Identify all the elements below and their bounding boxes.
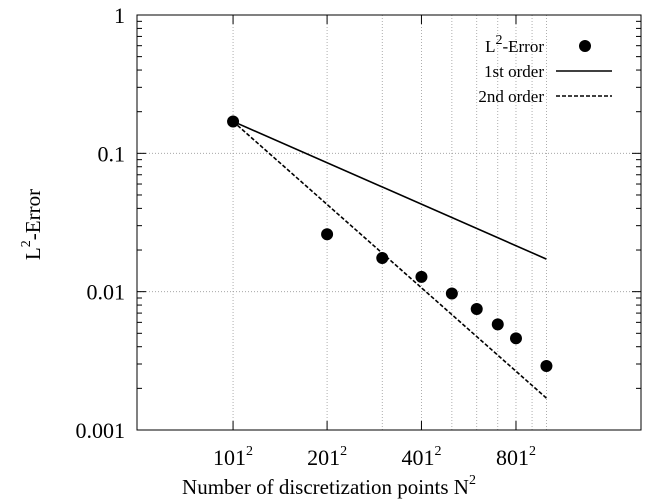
x-tick-label-sup: 2: [246, 444, 253, 459]
x-tick-label-sup: 2: [340, 444, 347, 459]
x-tick-label: 4012: [401, 444, 441, 470]
first-order-line: [232, 120, 547, 260]
data-point: [509, 332, 522, 345]
x-axis-title-sup: 2: [469, 473, 476, 488]
data-point: [491, 318, 504, 331]
y-axis-title-sup: 2: [19, 240, 34, 247]
data-point: [540, 360, 553, 373]
legend-key-l2-error-marker: [579, 40, 591, 52]
x-axis-title: Number of discretization points N2: [182, 473, 476, 499]
data-point: [445, 287, 458, 300]
y-tick-label: 1: [114, 3, 125, 28]
x-tick-label-text: 101: [213, 445, 246, 470]
x-tick-label: 8012: [496, 444, 536, 470]
x-tick-label-sup: 2: [434, 444, 441, 459]
x-tick-label-text: 801: [496, 445, 529, 470]
x-tick-label: 2012: [307, 444, 347, 470]
data-point: [470, 302, 483, 315]
y-axis-title-text: L: [21, 247, 45, 260]
y-axis-title-rest: -Error: [21, 189, 45, 240]
legend-label-2nd-order: 2nd order: [478, 87, 544, 106]
data-point: [376, 252, 389, 265]
legend-label-l2-error-sup: 2: [495, 33, 502, 48]
grid-lines: [137, 15, 641, 430]
x-axis-title-text: Number of discretization points N: [182, 475, 469, 499]
plot-frame: [136, 14, 642, 431]
y-tick-label: 0.1: [98, 141, 126, 166]
legend-label-l2-error-text: L: [485, 37, 495, 56]
y-axis-title: L2-Error: [19, 189, 45, 260]
legend-label-1st-order: 1st order: [484, 62, 544, 81]
second-order-line: [232, 120, 547, 399]
legend-label-l2-error-rest: -Error: [502, 37, 544, 56]
y-tick-label: 0.001: [76, 418, 126, 443]
x-tick-label-sup: 2: [529, 444, 536, 459]
legend-label-l2-error: L2-Error: [485, 33, 544, 56]
legend: L2-Error 1st order 2nd order: [478, 33, 612, 106]
tick-marks: [137, 14, 641, 431]
x-tick-label: 1012: [213, 444, 253, 470]
x-tick-label-text: 201: [307, 445, 340, 470]
x-tick-label-text: 401: [401, 445, 434, 470]
data-point: [321, 228, 334, 241]
data-series: [227, 115, 553, 399]
y-tick-label: 0.01: [87, 280, 126, 305]
data-point: [415, 270, 428, 283]
